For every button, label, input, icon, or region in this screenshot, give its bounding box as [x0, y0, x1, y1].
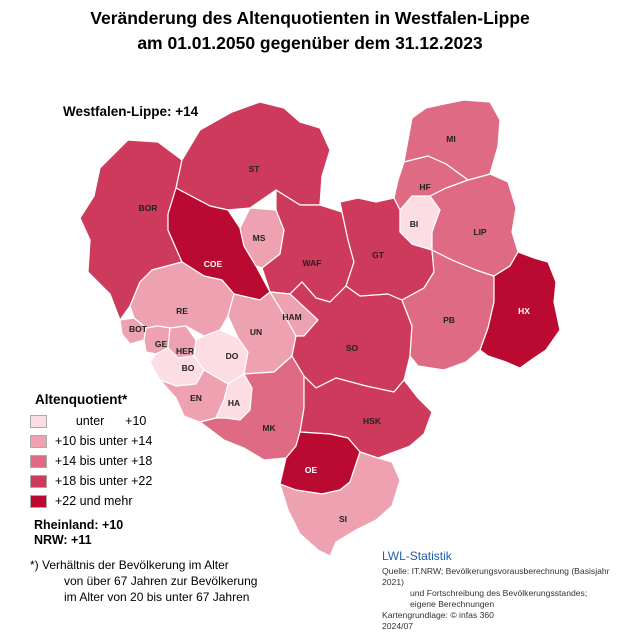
label-GT: GT — [372, 250, 385, 260]
label-DO: DO — [226, 351, 239, 361]
map-title: Veränderung des Altenquotienten in Westf… — [0, 6, 620, 56]
label-PB: PB — [443, 315, 455, 325]
legend-title: Altenquotient* — [35, 392, 128, 407]
label-HER: HER — [176, 346, 194, 356]
footnote-line-2: von über 67 Jahren zur Bevölkerung — [64, 574, 258, 588]
label-BOR: BOR — [139, 203, 158, 213]
source-line-2: und Fortschreibung des Bevölkerungsstand… — [410, 588, 588, 598]
comparison-values: Rheinland: +10 NRW: +11 — [34, 518, 123, 548]
legend-swatch-3 — [30, 454, 47, 468]
legend-row-1: unter +10 — [30, 411, 230, 431]
comparison-rheinland: Rheinland: +10 — [34, 518, 124, 532]
source-line-1: Quelle: IT.NRW; Bevölkerungsvorausberech… — [382, 566, 610, 587]
legend-label-4: +18 bis unter +22 — [55, 474, 153, 488]
label-COE: COE — [204, 259, 223, 269]
legend-label-2: +10 bis unter +14 — [55, 434, 153, 448]
label-RE: RE — [176, 306, 188, 316]
label-HSK: HSK — [363, 416, 382, 426]
label-HAM: HAM — [282, 312, 301, 322]
legend-row-3: +14 bis unter +18 — [30, 451, 230, 471]
label-EN: EN — [190, 393, 202, 403]
district-ST[interactable] — [175, 101, 331, 211]
source-line-4: Kartengrundlage: © infas 360 — [382, 610, 494, 620]
district-HX[interactable] — [479, 251, 561, 369]
label-SO: SO — [346, 343, 359, 353]
district-SI[interactable] — [279, 451, 401, 557]
label-MK: MK — [262, 423, 276, 433]
district-LIP[interactable] — [429, 173, 519, 277]
title-line-2: am 01.01.2050 gegenüber dem 31.12.2023 — [137, 33, 483, 53]
label-GE: GE — [155, 339, 168, 349]
legend-swatch-5 — [30, 494, 47, 508]
label-HA: HA — [228, 398, 240, 408]
comparison-nrw: NRW: +11 — [34, 533, 92, 547]
legend-label-1: unter +10 — [55, 414, 147, 428]
label-HX: HX — [518, 306, 530, 316]
footnote: *) Verhältnis der Bevölkerung im Alter v… — [30, 557, 280, 605]
legend-swatch-1 — [30, 414, 47, 428]
label-BI: BI — [410, 219, 419, 229]
title-line-1: Veränderung des Altenquotienten in Westf… — [90, 8, 530, 28]
label-LIP: LIP — [473, 227, 487, 237]
legend-row-2: +10 bis unter +14 — [30, 431, 230, 451]
lwl-statistik-brand: LWL-Statistik — [382, 549, 452, 563]
label-SI: SI — [339, 514, 347, 524]
district-HF[interactable] — [393, 155, 469, 211]
label-ST: ST — [249, 164, 261, 174]
legend-swatch-2 — [30, 434, 47, 448]
source-line-3: eigene Berechnungen — [410, 599, 495, 609]
label-HF: HF — [419, 182, 430, 192]
label-BOT: BOT — [129, 324, 148, 334]
legend-row-4: +18 bis unter +22 — [30, 471, 230, 491]
label-BO: BO — [182, 363, 195, 373]
footnote-line-3: im Alter von 20 bis unter 67 Jahren — [64, 590, 250, 604]
label-OE: OE — [305, 465, 318, 475]
label-WAF: WAF — [303, 258, 322, 268]
westfalen-lippe-total: Westfalen-Lippe: +14 — [63, 104, 199, 119]
district-SO[interactable] — [289, 281, 413, 393]
label-UN: UN — [250, 327, 262, 337]
legend-row-5: +22 und mehr — [30, 491, 230, 511]
legend-label-3: +14 bis unter +18 — [55, 454, 153, 468]
footnote-line-1: *) Verhältnis der Bevölkerung im Alter — [30, 558, 229, 572]
source-line-5: 2024/07 — [382, 621, 414, 631]
legend: Altenquotient* unter +10 +10 bis unter +… — [30, 392, 230, 511]
legend-label-5: +22 und mehr — [55, 494, 133, 508]
label-MS: MS — [253, 233, 266, 243]
legend-swatch-4 — [30, 474, 47, 488]
label-MI: MI — [446, 134, 455, 144]
